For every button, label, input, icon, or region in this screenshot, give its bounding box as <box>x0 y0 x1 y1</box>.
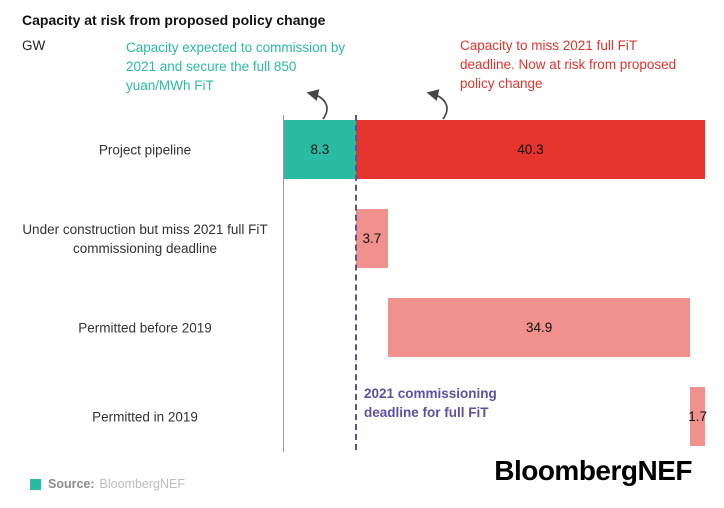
row-label: Permitted in 2019 <box>92 409 198 424</box>
curved-arrow-icon <box>426 89 448 120</box>
annotation-at-risk: Capacity to miss 2021 full FiT deadline.… <box>460 38 677 91</box>
bar-segment: 8.3 <box>284 120 356 179</box>
legend-square-icon <box>30 478 41 490</box>
y-axis-line <box>283 115 284 452</box>
deadline-dashed-line <box>354 115 357 450</box>
curved-arrow-icon <box>306 89 328 120</box>
bloombergnef-logo: BloombergNEF <box>494 455 692 486</box>
axis-unit-label: GW <box>22 38 46 53</box>
row-label: Permitted before 2019 <box>78 320 212 335</box>
source-prefix: Source: <box>48 477 95 491</box>
bar-value-label: 40.3 <box>517 142 544 157</box>
source-name: BloombergNEF <box>99 477 185 491</box>
bar-value-label: 3.7 <box>362 231 382 246</box>
bar-segment: 34.9 <box>387 298 691 357</box>
chart-title: Capacity at risk from proposed policy ch… <box>22 12 326 28</box>
bar-segment: 1.7 <box>688 387 708 446</box>
deadline-label: 2021 commissioning deadline for full FiT <box>364 386 497 420</box>
row-label: Project pipeline <box>98 142 192 157</box>
annotation-secure-fit: Capacity expected to commission by 2021 … <box>126 40 346 93</box>
row-label: Under construction but miss 2021 full Fi… <box>22 221 268 256</box>
bar-value-label: 1.7 <box>688 409 708 424</box>
bar-segment: 40.3 <box>355 120 705 179</box>
bar-segment: 3.7 <box>355 209 388 268</box>
bar-value-label: 34.9 <box>525 320 553 335</box>
source-row: Source: BloombergNEF <box>30 477 185 491</box>
bar-value-label: 8.3 <box>310 142 330 157</box>
